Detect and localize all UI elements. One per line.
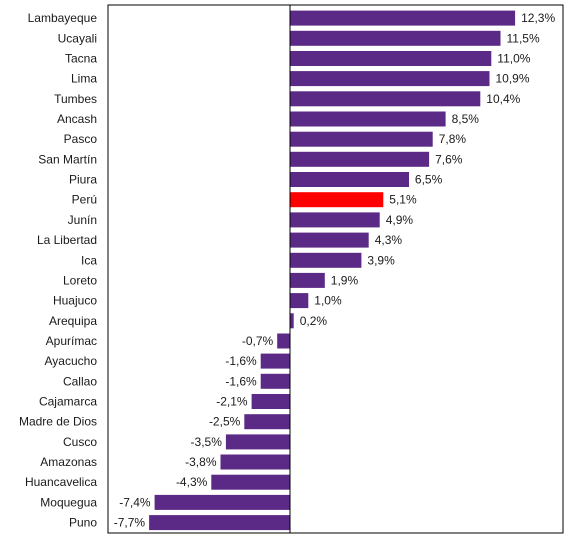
category-label-piura: Piura	[69, 173, 97, 187]
category-label-san-martin: San Martín	[38, 152, 97, 166]
value-label-lima: 10,9%	[496, 72, 530, 86]
value-label-peru: 5,1%	[389, 193, 417, 207]
category-label-cusco: Cusco	[63, 435, 97, 449]
category-label-ucayali: Ucayali	[58, 31, 97, 45]
category-label-ayacucho: Ayacucho	[45, 354, 98, 368]
bar-huancavelica	[211, 474, 290, 490]
category-label-loreto: Loreto	[63, 273, 97, 287]
category-label-huajuco: Huajuco	[53, 294, 97, 308]
bar-ucayali	[290, 30, 501, 46]
value-label-moquegua: -7,4%	[119, 495, 151, 509]
bar-amazonas	[220, 454, 290, 470]
category-label-pasco: Pasco	[64, 132, 98, 146]
bar-huajuco	[290, 293, 309, 309]
category-label-ica: Ica	[81, 253, 97, 267]
value-label-ucayali: 11,5%	[507, 31, 540, 45]
category-label-moquegua: Moquegua	[40, 495, 97, 509]
bar-callao	[260, 373, 290, 389]
bar-tacna	[290, 51, 492, 66]
bar-peru	[290, 192, 384, 208]
bar-pasco	[290, 131, 433, 147]
category-label-ancash: Ancash	[57, 112, 97, 126]
category-label-junin: Junín	[68, 213, 97, 227]
category-label-tacna: Tacna	[65, 52, 97, 66]
bar-cajamarca	[251, 394, 290, 409]
value-label-madre-de-dios: -2,5%	[209, 415, 241, 429]
value-label-cusco: -3,5%	[191, 435, 223, 449]
value-label-ancash: 8,5%	[452, 112, 480, 126]
plot-frame	[107, 4, 564, 534]
bar-piura	[290, 172, 409, 187]
bar-cusco	[225, 434, 290, 450]
category-label-huancavelica: Huancavelica	[25, 475, 97, 489]
category-label-lambayeque: Lambayeque	[28, 11, 98, 25]
value-label-huajuco: 1,0%	[314, 294, 342, 308]
bar-moquegua	[154, 494, 290, 510]
bar-arequipa	[290, 313, 294, 329]
category-label-madre-de-dios: Madre de Dios	[19, 415, 97, 429]
value-label-puno: -7,7%	[114, 516, 146, 530]
bar-san-martin	[290, 151, 430, 167]
value-label-loreto: 1,9%	[331, 273, 359, 287]
category-label-arequipa: Arequipa	[49, 314, 97, 328]
value-label-san-martin: 7,6%	[435, 152, 463, 166]
value-label-junin: 4,9%	[386, 213, 414, 227]
value-label-ica: 3,9%	[367, 253, 395, 267]
category-label-lima: Lima	[71, 72, 97, 86]
value-label-tumbes: 10,4%	[486, 92, 520, 106]
category-labels: Lambayeque Ucayali Tacna Lima Tumbes Ancash Pa…	[19, 11, 98, 530]
bar-loreto	[290, 272, 325, 288]
category-label-apurimac: Apurímac	[46, 334, 97, 348]
value-label-cajamarca: -2,1%	[216, 395, 248, 409]
bar-lima	[290, 71, 490, 87]
bars-group	[149, 10, 516, 531]
value-label-piura: 6,5%	[415, 173, 443, 187]
category-label-tumbes: Tumbes	[54, 92, 97, 106]
category-label-puno: Puno	[69, 516, 97, 530]
value-label-lambayeque: 12,3%	[521, 11, 555, 25]
category-label-amazonas: Amazonas	[40, 455, 97, 469]
value-label-arequipa: 0,2%	[300, 314, 328, 328]
category-label-callao: Callao	[63, 374, 97, 388]
value-label-callao: -1,6%	[225, 374, 257, 388]
value-label-amazonas: -3,8%	[185, 455, 217, 469]
bar-la-libertad	[290, 232, 369, 248]
value-labels: 12,3% 11,5% 11,0% 10,9% 10,4% 8,5% 7,8% 7,6% 6,5…	[114, 11, 556, 530]
bar-lambayeque	[290, 10, 516, 26]
bar-ayacucho	[260, 353, 290, 369]
value-label-la-libertad: 4,3%	[375, 233, 403, 247]
category-label-cajamarca: Cajamarca	[39, 395, 97, 409]
category-label-la-libertad: La Libertad	[37, 233, 97, 247]
bar-tumbes	[290, 91, 481, 107]
bar-apurimac	[277, 333, 290, 349]
bar-ancash	[290, 111, 446, 127]
value-label-pasco: 7,8%	[439, 132, 467, 146]
bar-puno	[149, 515, 290, 531]
value-label-apurimac: -0,7%	[242, 334, 274, 348]
value-label-ayacucho: -1,6%	[225, 354, 257, 368]
bar-madre-de-dios	[244, 414, 291, 430]
value-label-huancavelica: -4,3%	[176, 475, 208, 489]
bar-junin	[290, 212, 380, 228]
category-label-peru: Perú	[72, 193, 97, 207]
bar-ica	[290, 252, 362, 268]
value-label-tacna: 11,0%	[497, 52, 530, 66]
